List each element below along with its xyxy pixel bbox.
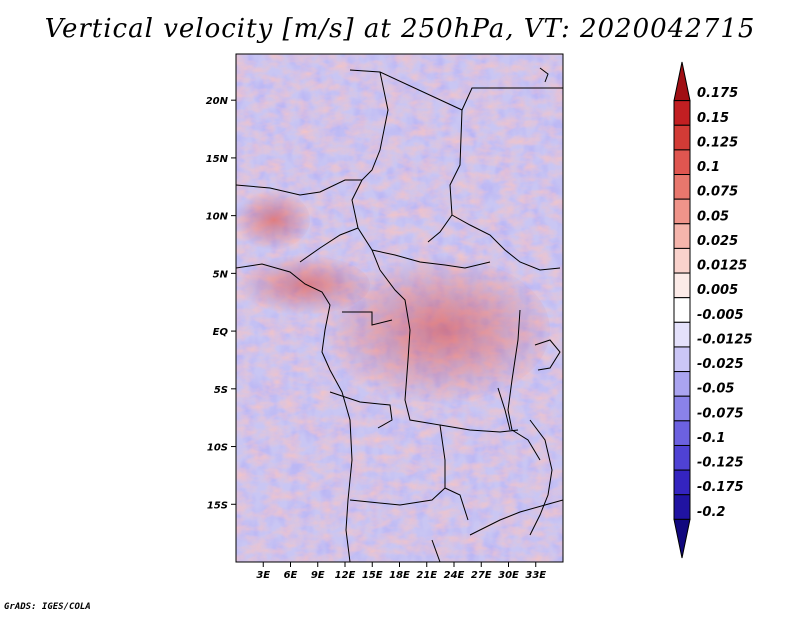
lat-tick-label: EQ	[213, 327, 229, 338]
colorbar-swatch	[673, 444, 691, 471]
colorbar-swatch	[673, 61, 691, 102]
colorbar-label: -0.0125	[697, 332, 753, 347]
lon-tick-label: 18E	[389, 570, 410, 581]
lon-tick-label: 15E	[362, 570, 383, 581]
lon-tick-label: 6E	[284, 570, 298, 581]
colorbar-swatch	[673, 198, 691, 225]
lat-tick-label: 10N	[206, 212, 229, 223]
latitude-axis: 20N 15N 10N 5N EQ 5S 10S 15S	[206, 96, 236, 511]
colorbar-swatch	[673, 420, 691, 446]
lon-tick-label: 33E	[525, 570, 546, 581]
colorbar-swatch	[673, 518, 691, 559]
lon-tick-label: 9E	[311, 570, 325, 581]
colorbar-label: -0.2	[697, 505, 725, 520]
grads-credit: GrADS: IGES/COLA	[4, 602, 91, 612]
map-title: Vertical velocity [m/s] at 250hPa, VT: 2…	[44, 14, 756, 44]
colorbar-label: 0.0125	[697, 259, 747, 274]
vertical-velocity-field	[236, 54, 563, 562]
colorbar-label: -0.025	[697, 357, 744, 372]
lat-tick-label: 20N	[206, 96, 229, 107]
colorbar-label: -0.125	[697, 456, 744, 471]
lon-tick-label: 27E	[471, 570, 492, 581]
colorbar-swatch	[673, 346, 691, 373]
colorbar-label: 0.1	[697, 160, 720, 175]
lon-tick-label: 30E	[498, 570, 519, 581]
colorbar-swatch	[673, 272, 691, 299]
country-borders	[236, 67, 563, 562]
colorbar-swatch	[673, 124, 691, 151]
colorbar-label: 0.15	[697, 111, 729, 126]
colorbar-swatch	[673, 494, 691, 520]
lon-tick-label: 24E	[444, 570, 465, 581]
colorbar-swatch	[673, 174, 691, 200]
lat-tick-label: 15N	[206, 154, 229, 165]
colorbar-swatch	[673, 371, 691, 397]
lat-tick-label: 15S	[207, 500, 228, 511]
colorbar-swatch	[673, 395, 691, 422]
lat-tick-label: 10S	[207, 443, 228, 454]
colorbar: 0.175 0.15 0.125 0.1 0.075 0.05 0.025 0.0125 0.0…	[673, 61, 753, 559]
colorbar-label: 0.05	[697, 209, 729, 224]
colorbar-swatch	[673, 247, 691, 274]
colorbar-swatch	[673, 469, 691, 496]
lat-tick-label: 5S	[214, 385, 228, 396]
colorbar-swatch	[673, 100, 691, 126]
lat-tick-label: 5N	[213, 269, 229, 280]
colorbar-label: 0.175	[697, 86, 738, 101]
colorbar-label: -0.005	[697, 308, 744, 323]
colorbar-label: 0.005	[697, 283, 738, 298]
colorbar-label: -0.05	[697, 382, 734, 397]
colorbar-label: -0.075	[697, 406, 744, 421]
colorbar-label: 0.125	[697, 135, 738, 150]
colorbar-label: 0.075	[697, 185, 738, 200]
colorbar-swatch	[673, 321, 691, 348]
lon-tick-label: 12E	[335, 570, 356, 581]
colorbar-label: -0.175	[697, 480, 744, 495]
colorbar-swatch	[673, 223, 691, 249]
colorbar-swatch	[673, 149, 691, 176]
lon-tick-label: 3E	[256, 570, 270, 581]
colorbar-swatch	[673, 297, 691, 323]
colorbar-label: -0.1	[697, 431, 725, 446]
lon-tick-label: 21E	[416, 570, 437, 581]
colorbar-label: 0.025	[697, 234, 738, 249]
longitude-axis: 3E 6E 9E 12E 15E 18E 21E 24E 27E 30E 33E	[256, 562, 546, 581]
